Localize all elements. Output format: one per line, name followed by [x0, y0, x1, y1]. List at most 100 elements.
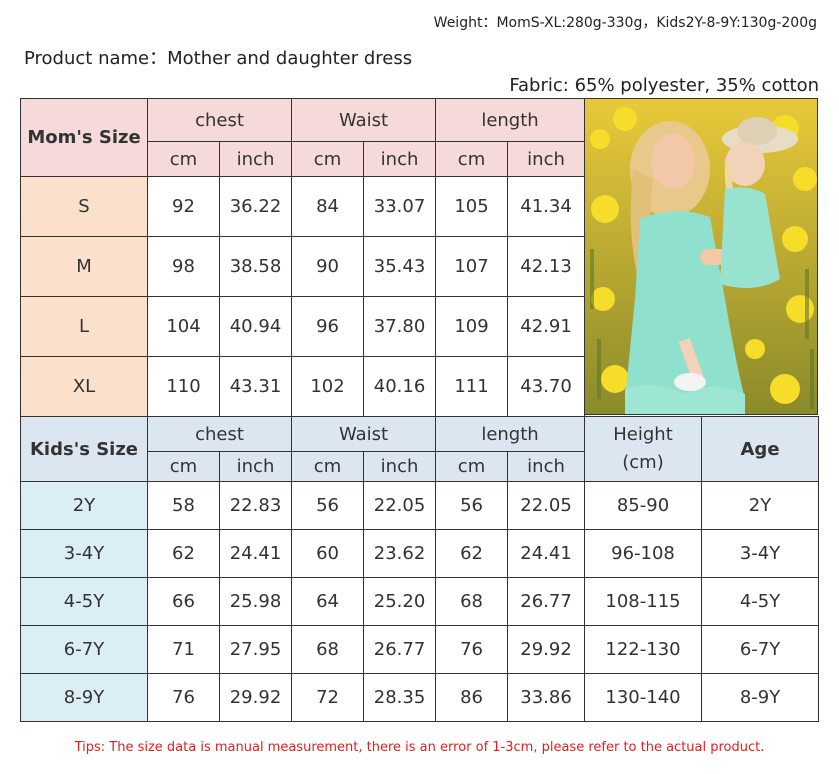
value-cell: 41.34: [507, 176, 586, 237]
mom-size-table: Mom's Size chest Waist length cm inch cm…: [20, 98, 586, 417]
value-cell: 42.91: [507, 296, 586, 357]
size-cell: 4-5Y: [20, 577, 148, 626]
value-cell: 24.41: [507, 529, 586, 578]
table-row: 3-4Y 62 24.41 60 23.62 62 24.41 96-108 3…: [20, 529, 820, 578]
value-cell: 98: [147, 236, 220, 297]
unit-cell: inch: [363, 451, 437, 482]
unit-cell: inch: [363, 141, 437, 177]
value-cell: 33.07: [363, 176, 437, 237]
value-cell: 104: [147, 296, 220, 357]
value-cell: 111: [435, 356, 509, 417]
value-cell: 56: [435, 481, 509, 530]
value-cell: 62: [435, 529, 509, 578]
height-cell: 96-108: [584, 529, 703, 578]
size-cell: 3-4Y: [20, 529, 148, 578]
tips-note: Tips: The size data is manual measuremen…: [74, 740, 765, 755]
value-cell: 62: [147, 529, 220, 578]
age-cell: 3-4Y: [701, 529, 820, 578]
value-cell: 42.13: [507, 236, 586, 297]
age-cell: 2Y: [701, 481, 820, 530]
table-row: S 92 36.22 84 33.07 105 41.34: [20, 176, 586, 237]
value-cell: 37.80: [363, 296, 437, 357]
value-cell: 66: [147, 577, 220, 626]
value-cell: 40.16: [363, 356, 437, 417]
value-cell: 22.05: [363, 481, 437, 530]
table-row: XL 110 43.31 102 40.16 111 43.70: [20, 356, 586, 417]
value-cell: 28.35: [363, 673, 437, 722]
size-cell: XL: [20, 356, 148, 417]
value-cell: 26.77: [363, 625, 437, 674]
height-cell: 85-90: [584, 481, 703, 530]
value-cell: 36.22: [218, 176, 293, 237]
unit-cell: cm: [291, 141, 365, 177]
value-cell: 26.77: [507, 577, 586, 626]
value-cell: 22.05: [507, 481, 586, 530]
value-cell: 109: [435, 296, 509, 357]
value-cell: 43.31: [218, 356, 293, 417]
value-cell: 35.43: [363, 236, 437, 297]
value-cell: 33.86: [507, 673, 586, 722]
age-cell: 4-5Y: [701, 577, 820, 626]
kids-size-table: Kids's Size chest Waist length Height (c…: [20, 416, 820, 722]
kids-length-header: length: [435, 416, 586, 452]
value-cell: 102: [291, 356, 365, 417]
value-cell: 38.58: [218, 236, 293, 297]
table-row: 2Y 58 22.83 56 22.05 56 22.05 85-90 2Y: [20, 481, 820, 530]
mom-size-header: Mom's Size: [20, 98, 148, 177]
fabric-note: Fabric: 65% polyester, 35% cotton: [509, 75, 819, 96]
value-cell: 64: [291, 577, 365, 626]
size-cell: 6-7Y: [20, 625, 148, 674]
value-cell: 76: [435, 625, 509, 674]
value-cell: 68: [435, 577, 509, 626]
mother-daughter-photo-illustration: [585, 99, 817, 414]
table-row: 4-5Y 66 25.98 64 25.20 68 26.77 108-115 …: [20, 577, 820, 626]
table-row: L 104 40.94 96 37.80 109 42.91: [20, 296, 586, 357]
value-cell: 40.94: [218, 296, 293, 357]
age-cell: 8-9Y: [701, 673, 820, 722]
value-cell: 96: [291, 296, 365, 357]
value-cell: 90: [291, 236, 365, 297]
value-cell: 56: [291, 481, 365, 530]
unit-cell: inch: [218, 141, 293, 177]
value-cell: 68: [291, 625, 365, 674]
value-cell: 22.83: [218, 481, 293, 530]
value-cell: 72: [291, 673, 365, 722]
unit-cell: cm: [147, 451, 220, 482]
value-cell: 25.20: [363, 577, 437, 626]
unit-cell: cm: [291, 451, 365, 482]
table-row: 6-7Y 71 27.95 68 26.77 76 29.92 122-130 …: [20, 625, 820, 674]
size-cell: M: [20, 236, 148, 297]
mom-chest-header: chest: [146, 98, 293, 142]
value-cell: 71: [147, 625, 220, 674]
value-cell: 110: [147, 356, 220, 417]
value-cell: 86: [435, 673, 509, 722]
size-cell: S: [20, 176, 148, 237]
kids-chest-header: chest: [146, 416, 293, 452]
value-cell: 23.62: [363, 529, 437, 578]
height-cell: 130-140: [584, 673, 703, 722]
table-row: M 98 38.58 90 35.43 107 42.13: [20, 236, 586, 297]
value-cell: 105: [435, 176, 509, 237]
product-photo: [584, 98, 818, 415]
height-cell: 108-115: [584, 577, 703, 626]
kids-age-header: Age: [701, 416, 820, 482]
unit-cell: cm: [147, 141, 220, 177]
value-cell: 92: [147, 176, 220, 237]
value-cell: 58: [147, 481, 220, 530]
value-cell: 43.70: [507, 356, 586, 417]
value-cell: 24.41: [218, 529, 293, 578]
value-cell: 29.92: [218, 673, 293, 722]
size-cell: 8-9Y: [20, 673, 148, 722]
value-cell: 107: [435, 236, 509, 297]
kids-size-header: Kids's Size: [20, 416, 148, 482]
kids-waist-header: Waist: [291, 416, 437, 452]
kids-height-header: Height (cm): [584, 416, 703, 482]
unit-cell: cm: [435, 451, 509, 482]
size-cell: L: [20, 296, 148, 357]
value-cell: 76: [147, 673, 220, 722]
value-cell: 60: [291, 529, 365, 578]
unit-cell: cm: [435, 141, 509, 177]
value-cell: 25.98: [218, 577, 293, 626]
product-name: Product name：Mother and daughter dress: [24, 48, 413, 69]
value-cell: 29.92: [507, 625, 586, 674]
